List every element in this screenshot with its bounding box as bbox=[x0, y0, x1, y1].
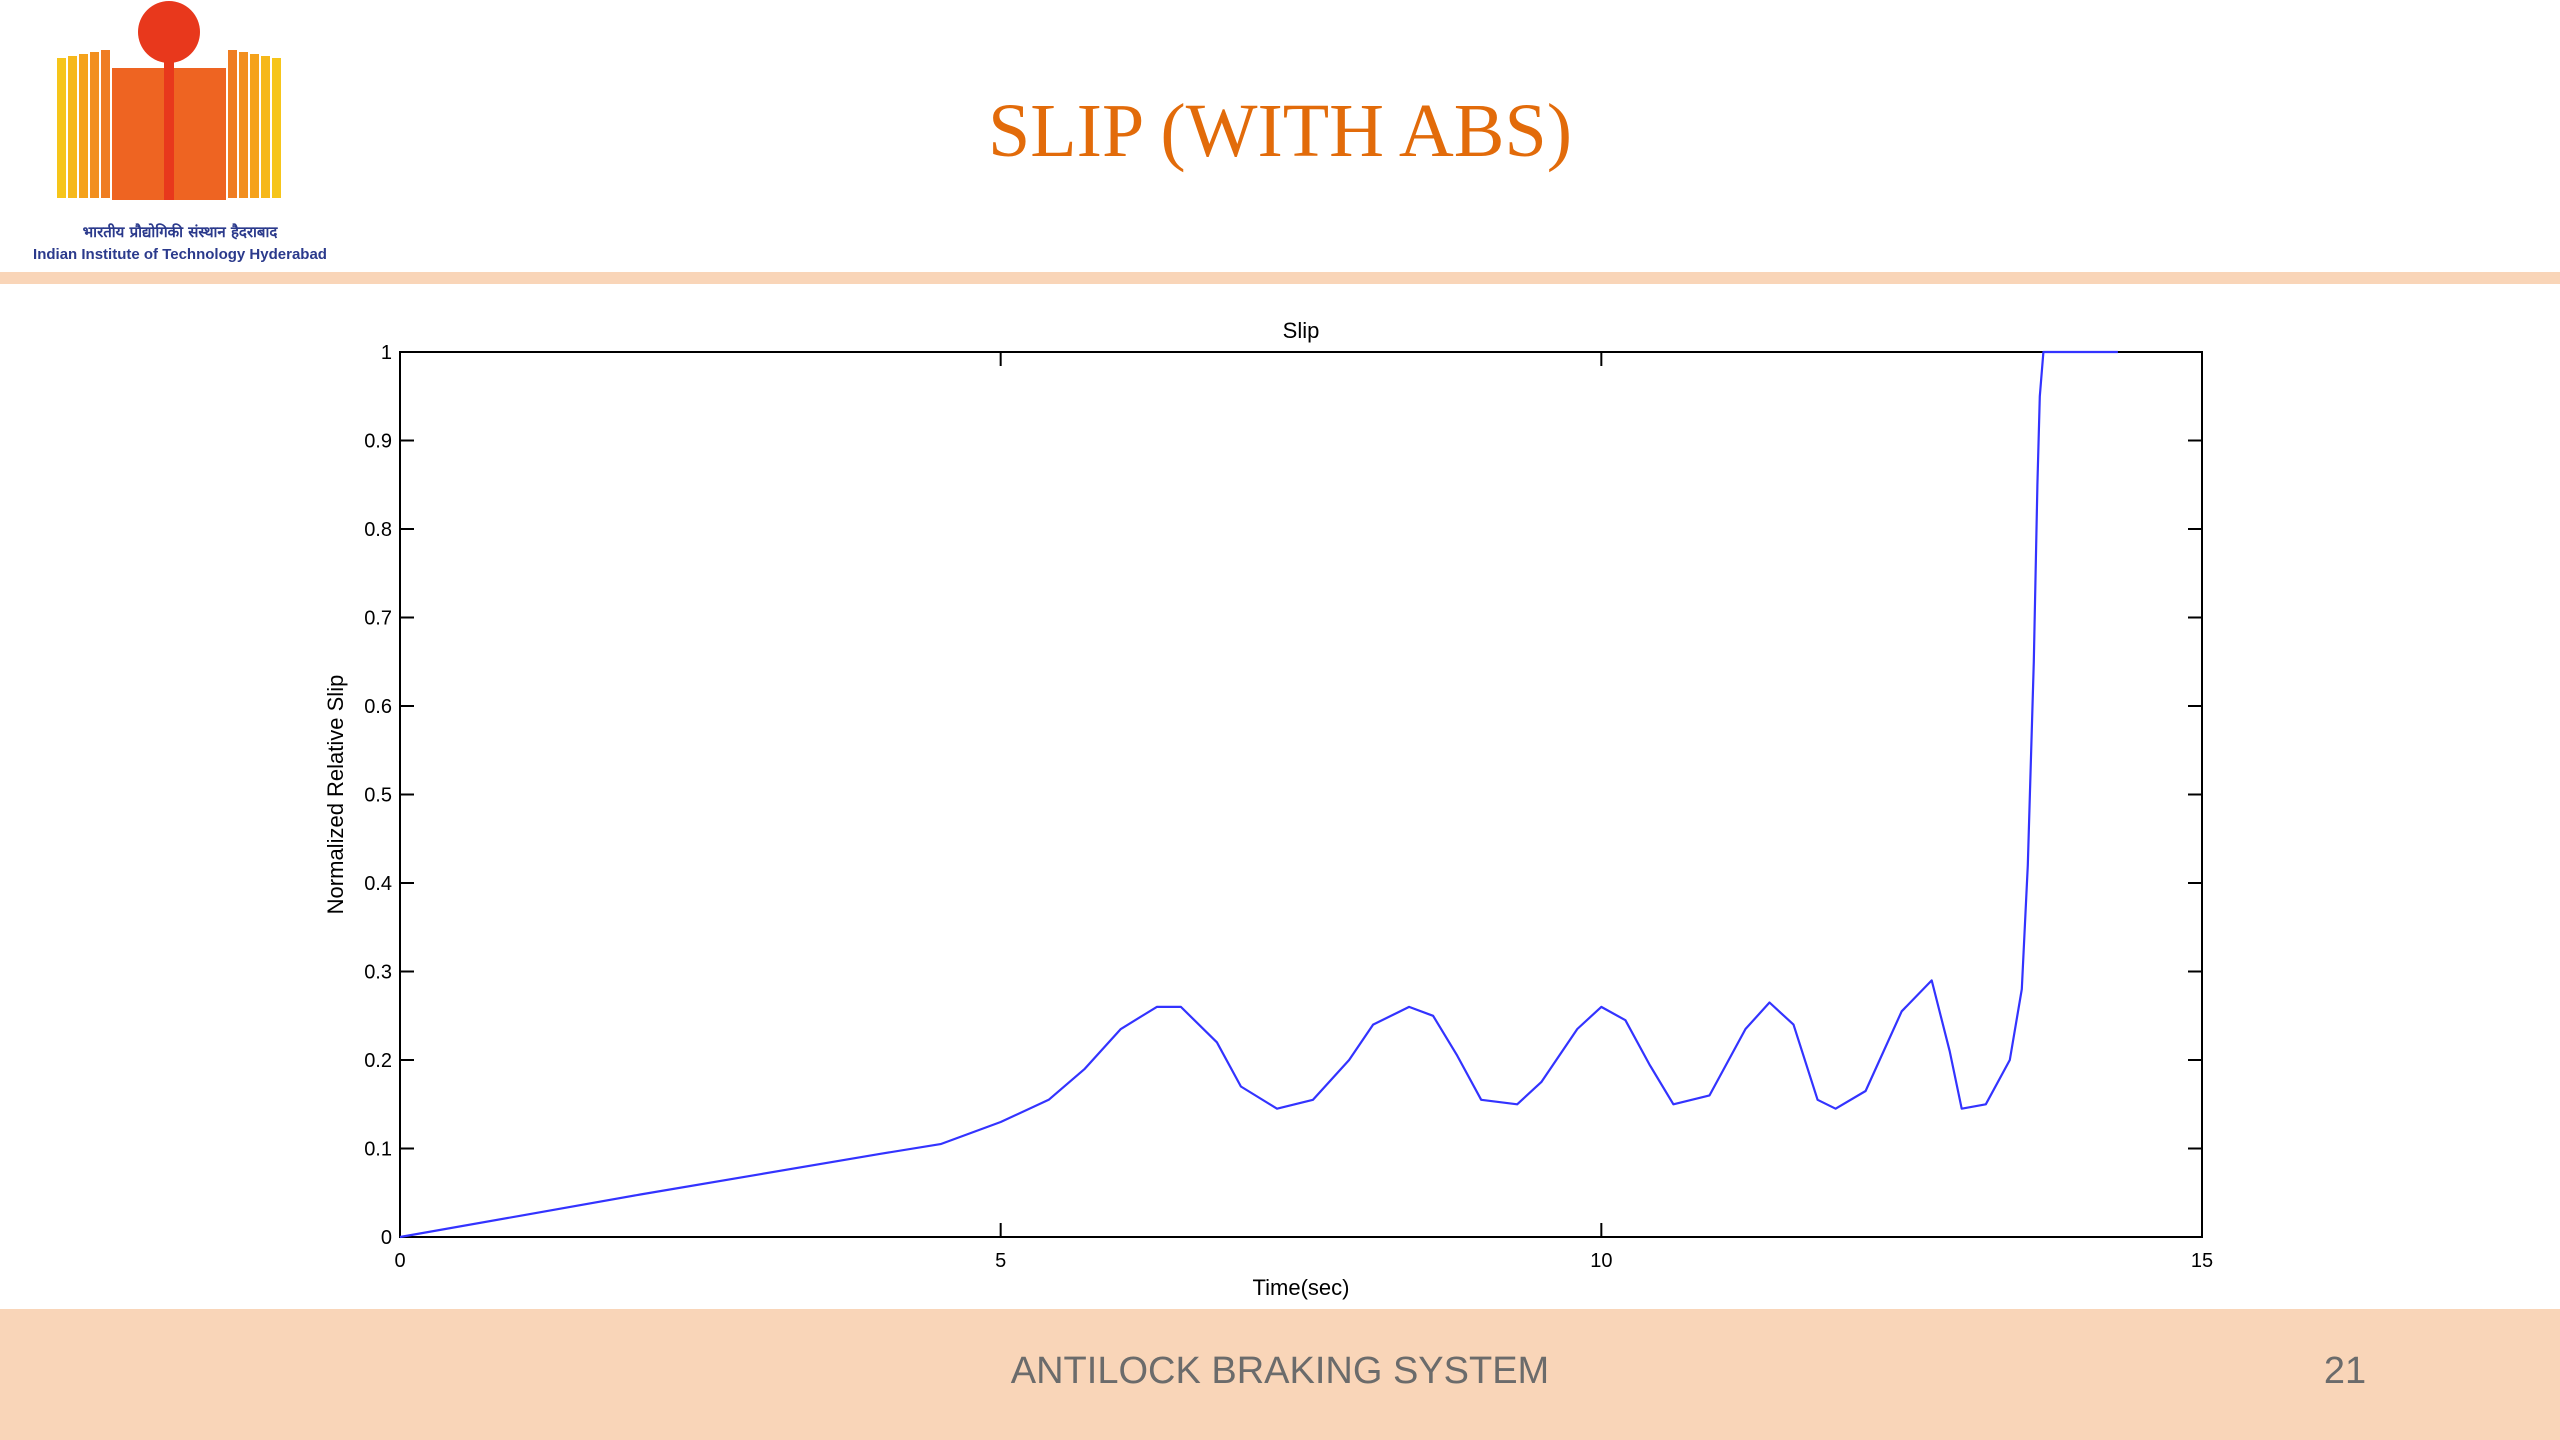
y-tick-label: 0.2 bbox=[364, 1050, 392, 1072]
chart-title: Slip bbox=[1283, 318, 1320, 343]
logo-text-english: Indian Institute of Technology Hyderabad bbox=[33, 246, 327, 263]
y-tick-label: 0.3 bbox=[364, 962, 392, 984]
plot-area bbox=[399, 351, 2203, 1238]
x-tick-label: 0 bbox=[394, 1250, 405, 1272]
y-axis-label: Normalized Relative Slip bbox=[323, 675, 348, 915]
x-axis-label: Time(sec) bbox=[1253, 1275, 1350, 1300]
page-number: 21 bbox=[2323, 1350, 2367, 1392]
iith-logo-graphic bbox=[57, 1, 281, 200]
x-tick-label: 10 bbox=[1590, 1250, 1612, 1272]
y-tick-label: 0.5 bbox=[364, 785, 392, 807]
logo-text-hindi: भारतीय प्रौद्योगिकी संस्थान हैदराबाद bbox=[82, 223, 278, 241]
y-tick-label: 0.7 bbox=[364, 608, 392, 630]
y-tick-label: 0 bbox=[381, 1227, 392, 1249]
x-tick-label: 5 bbox=[995, 1250, 1006, 1272]
footer-band bbox=[0, 1309, 2560, 1440]
y-tick-label: 0.1 bbox=[364, 1139, 392, 1161]
slide-title: SLIP (WITH ABS) bbox=[987, 89, 1573, 173]
logo-spine bbox=[164, 62, 174, 200]
iith-logo: भारतीय प्रौद्योगिकी संस्थान हैदराबाद Ind… bbox=[10, 0, 330, 270]
y-tick-label: 0.9 bbox=[364, 431, 392, 453]
y-tick-label: 0.8 bbox=[364, 519, 392, 541]
logo-left-book bbox=[57, 50, 164, 200]
footer-title: ANTILOCK BRAKING SYSTEM bbox=[1010, 1350, 1550, 1392]
x-tick-label: 15 bbox=[2191, 1250, 2213, 1272]
slip-series-line bbox=[399, 350, 2118, 1239]
y-tick-label: 1 bbox=[381, 342, 392, 364]
y-tick-label: 0.6 bbox=[364, 696, 392, 718]
logo-dot bbox=[138, 1, 200, 63]
slip-chart: 00.10.20.30.40.50.60.70.80.910 5 10 15SlipT… bbox=[323, 318, 2213, 1300]
logo-right-book bbox=[174, 50, 281, 200]
y-tick-label: 0.4 bbox=[364, 873, 392, 895]
header-divider bbox=[0, 272, 2560, 284]
